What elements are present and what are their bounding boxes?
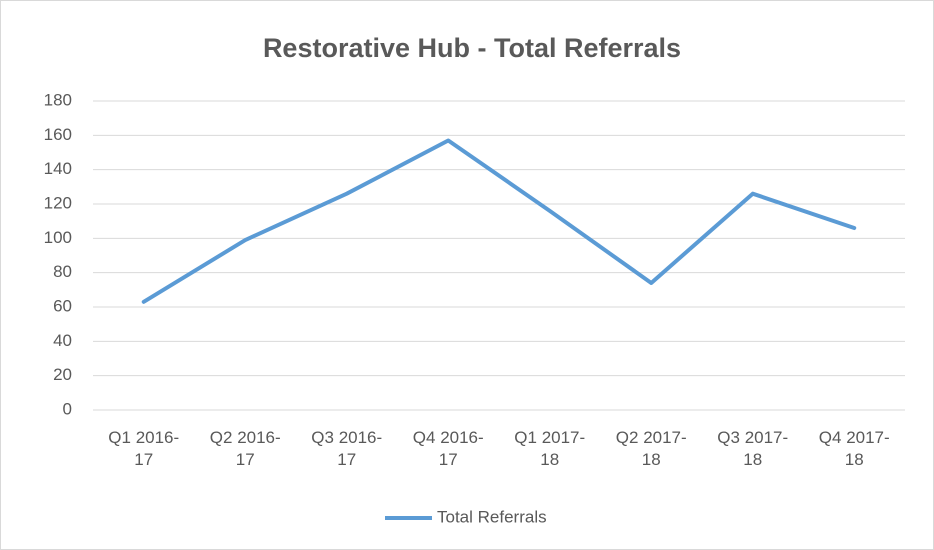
- y-tick-label: 100: [44, 228, 72, 247]
- y-tick-label: 180: [44, 90, 72, 109]
- y-tick-label: 20: [53, 365, 72, 384]
- y-tick-label: 40: [53, 331, 72, 350]
- x-tick-label: Q2 2017-18: [615, 428, 687, 469]
- x-tick-label: Q1 2016-17: [108, 428, 180, 469]
- x-tick-label: Q4 2017-18: [818, 428, 890, 469]
- x-tick-label: Q4 2016-17: [412, 428, 484, 469]
- x-tick-label: Q3 2016-17: [311, 428, 383, 469]
- legend-label: Total Referrals: [437, 507, 547, 526]
- x-tick-label: Q2 2016-17: [209, 428, 281, 469]
- x-tick-label: Q1 2017-18: [514, 428, 586, 469]
- y-tick-label: 60: [53, 296, 72, 315]
- line-series: [141, 138, 857, 304]
- y-tick-label: 140: [44, 159, 72, 178]
- y-tick-label: 0: [63, 399, 72, 418]
- x-tick-label: Q3 2017-18: [717, 428, 789, 469]
- chart-title: Restorative Hub - Total Referrals: [263, 33, 681, 63]
- y-tick-label: 80: [53, 262, 72, 281]
- y-tick-label: 120: [44, 193, 72, 212]
- y-tick-label: 160: [44, 125, 72, 144]
